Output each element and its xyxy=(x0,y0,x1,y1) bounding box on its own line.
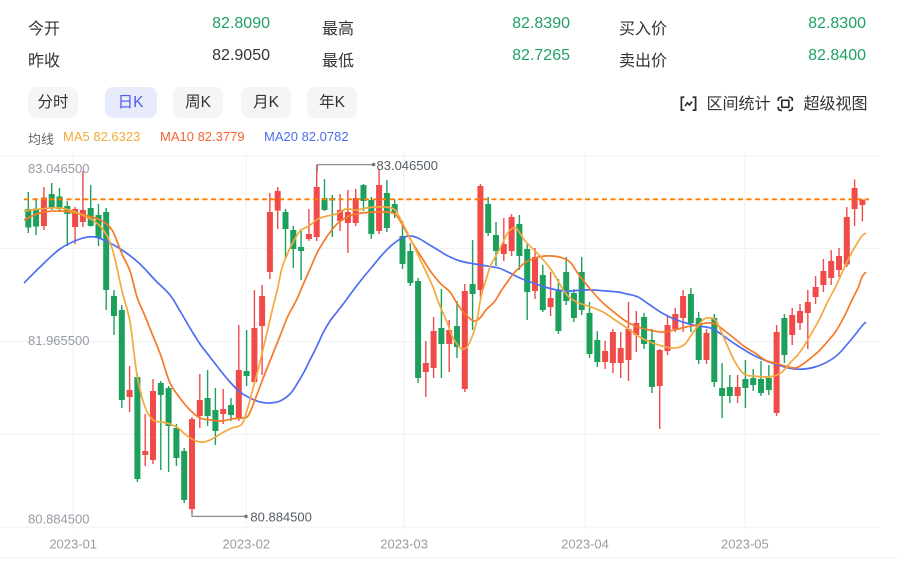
svg-text:2023-03: 2023-03 xyxy=(380,537,428,552)
svg-text:2023-02: 2023-02 xyxy=(222,537,270,552)
svg-text:2023-01: 2023-01 xyxy=(49,537,97,552)
svg-text:83.046500: 83.046500 xyxy=(377,158,438,173)
svg-text:83.046500: 83.046500 xyxy=(28,161,89,176)
svg-text:80.884500: 80.884500 xyxy=(250,510,311,525)
svg-text:2023-05: 2023-05 xyxy=(721,537,769,552)
svg-text:80.884500: 80.884500 xyxy=(28,511,89,526)
svg-text:2023-04: 2023-04 xyxy=(561,537,609,552)
svg-text:81.965500: 81.965500 xyxy=(28,333,89,348)
